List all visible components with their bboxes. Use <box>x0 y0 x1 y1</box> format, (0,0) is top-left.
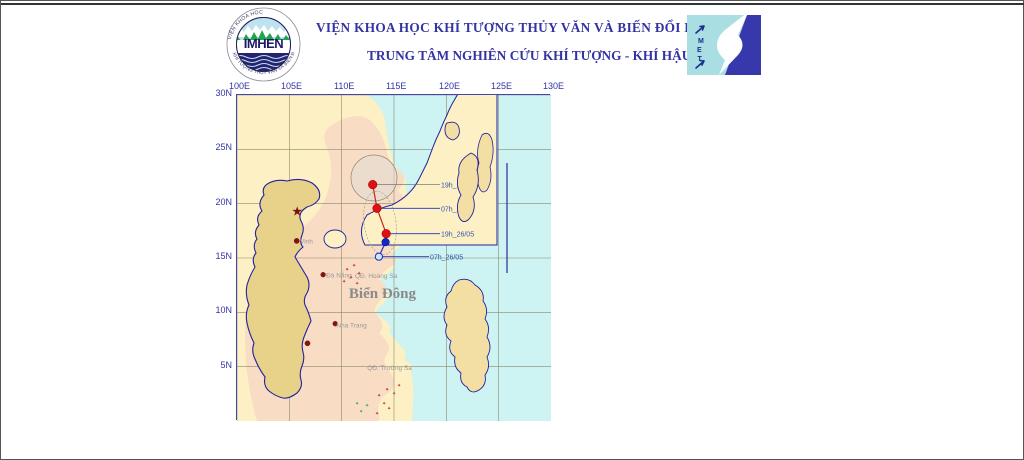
svg-text:✦: ✦ <box>357 271 361 277</box>
svg-text:✦: ✦ <box>392 391 396 397</box>
svg-text:✦: ✦ <box>397 383 401 389</box>
svg-text:★: ★ <box>292 206 302 218</box>
svg-text:✦: ✦ <box>352 263 356 269</box>
svg-text:✦: ✦ <box>355 401 359 407</box>
svg-text:QĐ. Trường Sa: QĐ. Trường Sa <box>367 365 412 372</box>
svg-text:✦: ✦ <box>387 406 391 412</box>
svg-text:QĐ. Hoàng Sa: QĐ. Hoàng Sa <box>355 273 398 280</box>
svg-text:✦: ✦ <box>342 279 346 285</box>
svg-text:✦: ✦ <box>359 409 363 415</box>
svg-text:✦: ✦ <box>385 387 389 393</box>
svg-text:✦: ✦ <box>377 393 381 399</box>
svg-text:Nha Trang: Nha Trang <box>336 322 367 329</box>
svg-text:✦: ✦ <box>382 401 386 407</box>
svg-text:07h_26/05: 07h_26/05 <box>430 255 463 262</box>
svg-text:✦: ✦ <box>345 267 349 273</box>
svg-text:✦: ✦ <box>375 411 379 417</box>
svg-text:IMHEN: IMHEN <box>244 36 284 51</box>
svg-text:M: M <box>698 38 704 45</box>
svg-text:✦: ✦ <box>365 403 369 409</box>
svg-text:19h_26/05: 19h_26/05 <box>441 232 474 239</box>
svg-text:✦: ✦ <box>355 281 359 287</box>
svg-text:E: E <box>697 47 702 54</box>
svg-text:✦: ✦ <box>349 275 353 281</box>
svg-text:Vinh: Vinh <box>300 239 313 246</box>
svg-text:Biển Đông: Biển Đông <box>349 286 417 302</box>
